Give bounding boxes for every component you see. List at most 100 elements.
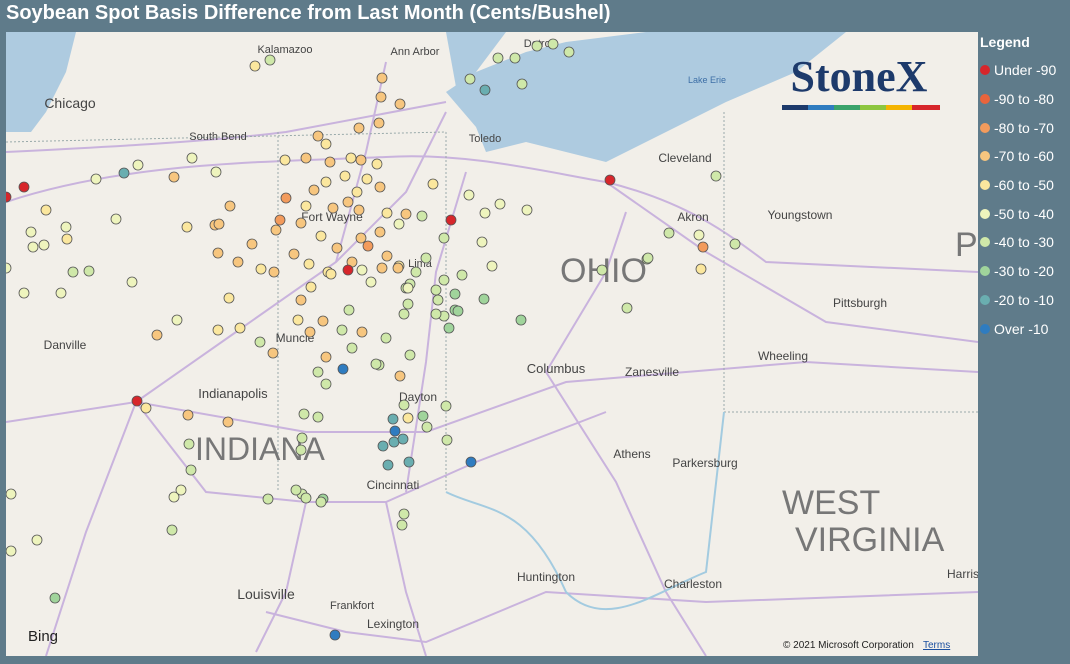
location-dot[interactable] [464, 73, 476, 85]
location-dot[interactable] [516, 78, 528, 90]
location-dot[interactable] [509, 52, 521, 64]
location-dot[interactable] [394, 98, 406, 110]
location-dot[interactable] [339, 170, 351, 182]
location-dot[interactable] [420, 252, 432, 264]
location-dot[interactable] [337, 363, 349, 375]
location-dot[interactable] [223, 292, 235, 304]
location-dot[interactable] [255, 263, 267, 275]
location-dot[interactable] [486, 260, 498, 272]
location-dot[interactable] [305, 281, 317, 293]
location-dot[interactable] [393, 218, 405, 230]
location-dot[interactable] [317, 315, 329, 327]
location-dot[interactable] [222, 416, 234, 428]
location-dot[interactable] [267, 347, 279, 359]
location-dot[interactable] [449, 288, 461, 300]
location-dot[interactable] [90, 173, 102, 185]
terms-link[interactable]: Terms [923, 640, 950, 651]
location-dot[interactable] [181, 221, 193, 233]
location-dot[interactable] [381, 207, 393, 219]
location-dot[interactable] [642, 252, 654, 264]
location-dot[interactable] [320, 138, 332, 150]
location-dot[interactable] [402, 412, 414, 424]
location-dot[interactable] [342, 264, 354, 276]
legend-item[interactable]: -20 to -10 [980, 286, 1068, 315]
location-dot[interactable] [6, 545, 17, 557]
location-dot[interactable] [421, 421, 433, 433]
location-dot[interactable] [18, 287, 30, 299]
location-dot[interactable] [494, 198, 506, 210]
location-dot[interactable] [387, 413, 399, 425]
legend-item[interactable]: -70 to -60 [980, 142, 1068, 171]
location-dot[interactable] [343, 304, 355, 316]
location-dot[interactable] [376, 262, 388, 274]
location-dot[interactable] [166, 524, 178, 536]
legend-item[interactable]: -60 to -50 [980, 171, 1068, 200]
location-dot[interactable] [315, 496, 327, 508]
location-dot[interactable] [264, 54, 276, 66]
location-dot[interactable] [729, 238, 741, 250]
location-dot[interactable] [183, 438, 195, 450]
location-dot[interactable] [325, 268, 337, 280]
location-dot[interactable] [394, 370, 406, 382]
location-dot[interactable] [274, 214, 286, 226]
location-dot[interactable] [40, 204, 52, 216]
location-dot[interactable] [389, 425, 401, 437]
legend-item[interactable]: Over -10 [980, 314, 1068, 343]
location-dot[interactable] [61, 233, 73, 245]
location-dot[interactable] [403, 456, 415, 468]
location-dot[interactable] [234, 322, 246, 334]
location-dot[interactable] [465, 456, 477, 468]
location-dot[interactable] [400, 208, 412, 220]
location-dot[interactable] [361, 173, 373, 185]
location-dot[interactable] [300, 492, 312, 504]
location-dot[interactable] [478, 293, 490, 305]
location-dot[interactable] [212, 324, 224, 336]
location-dot[interactable] [697, 241, 709, 253]
location-dot[interactable] [300, 200, 312, 212]
location-dot[interactable] [312, 411, 324, 423]
location-dot[interactable] [171, 314, 183, 326]
location-dot[interactable] [438, 232, 450, 244]
location-dot[interactable] [320, 378, 332, 390]
location-dot[interactable] [151, 329, 163, 341]
location-dot[interactable] [479, 84, 491, 96]
location-dot[interactable] [396, 519, 408, 531]
location-dot[interactable] [398, 508, 410, 520]
location-dot[interactable] [695, 263, 707, 275]
location-dot[interactable] [663, 227, 675, 239]
location-dot[interactable] [131, 395, 143, 407]
location-dot[interactable] [296, 432, 308, 444]
location-dot[interactable] [445, 214, 457, 226]
location-dot[interactable] [336, 324, 348, 336]
location-dot[interactable] [280, 192, 292, 204]
location-dot[interactable] [351, 186, 363, 198]
legend-item[interactable]: -90 to -80 [980, 85, 1068, 114]
location-dot[interactable] [55, 287, 67, 299]
location-dot[interactable] [25, 226, 37, 238]
location-dot[interactable] [168, 171, 180, 183]
legend-item[interactable]: -80 to -70 [980, 113, 1068, 142]
location-dot[interactable] [381, 250, 393, 262]
location-dot[interactable] [18, 181, 30, 193]
location-dot[interactable] [49, 592, 61, 604]
location-dot[interactable] [374, 181, 386, 193]
location-dot[interactable] [452, 305, 464, 317]
location-dot[interactable] [432, 294, 444, 306]
location-dot[interactable] [212, 247, 224, 259]
location-dot[interactable] [315, 230, 327, 242]
location-dot[interactable] [362, 240, 374, 252]
location-dot[interactable] [270, 224, 282, 236]
location-dot[interactable] [300, 152, 312, 164]
legend-item[interactable]: -40 to -30 [980, 228, 1068, 257]
location-dot[interactable] [365, 276, 377, 288]
location-dot[interactable] [295, 294, 307, 306]
location-dot[interactable] [370, 358, 382, 370]
location-dot[interactable] [456, 269, 468, 281]
location-dot[interactable] [304, 326, 316, 338]
location-dot[interactable] [427, 178, 439, 190]
location-dot[interactable] [312, 366, 324, 378]
location-dot[interactable] [185, 464, 197, 476]
location-dot[interactable] [295, 217, 307, 229]
legend-item[interactable]: Under -90 [980, 56, 1068, 85]
location-dot[interactable] [320, 351, 332, 363]
